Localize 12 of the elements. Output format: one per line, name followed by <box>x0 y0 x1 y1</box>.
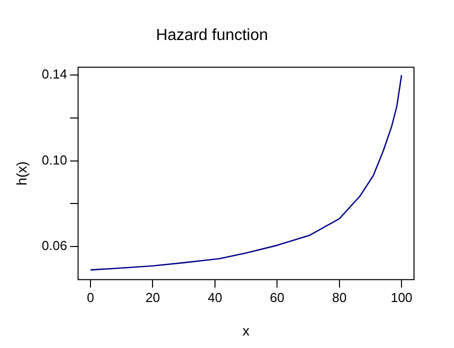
x-tick-label: 100 <box>390 290 412 305</box>
x-tick-label: 80 <box>332 290 347 305</box>
y-axis-title: h(x) <box>13 161 30 186</box>
y-tick-label: 0.14 <box>42 66 68 82</box>
y-tick-label: 0.06 <box>42 238 68 254</box>
x-tick-label: 40 <box>208 290 222 305</box>
x-tick-label: 60 <box>270 290 284 305</box>
x-tick-label: 0 <box>86 290 94 305</box>
x-tick-label: 20 <box>146 290 160 305</box>
chart-title: Hazard function <box>156 27 268 44</box>
y-tick-label: 0.10 <box>42 152 68 168</box>
x-axis-title: x <box>242 322 250 338</box>
